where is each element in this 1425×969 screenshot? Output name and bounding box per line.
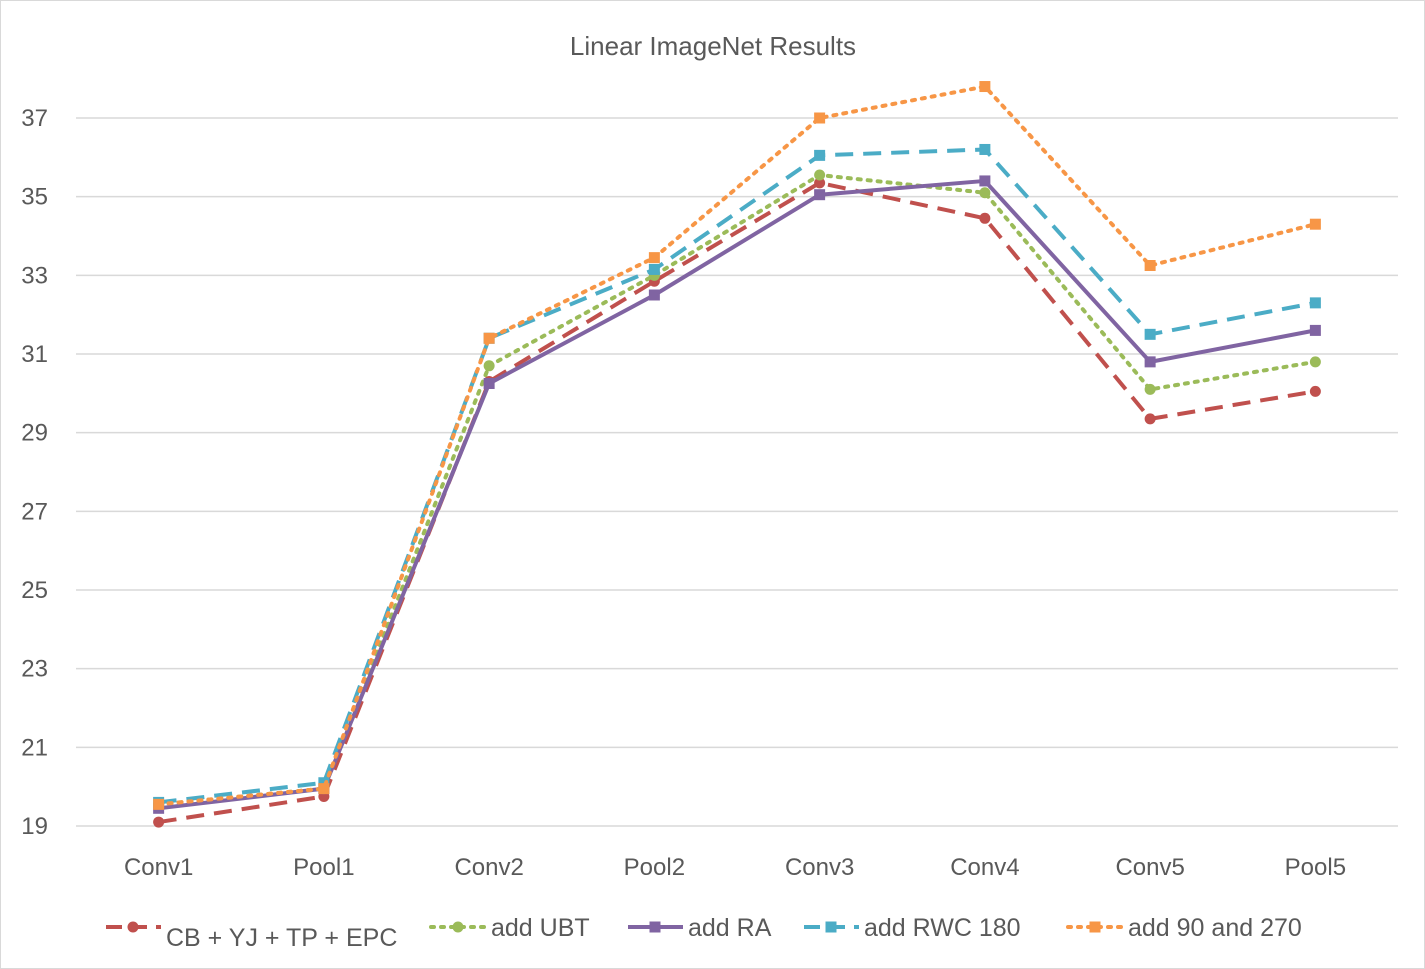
data-point [1144, 356, 1156, 368]
data-point [1144, 328, 1156, 340]
y-tick-label: 19 [21, 813, 48, 840]
chart-title: Linear ImageNet Results [570, 31, 856, 61]
data-point [979, 81, 991, 93]
legend-item: add UBT [429, 914, 590, 942]
data-point [814, 177, 826, 189]
data-point [814, 149, 826, 161]
series-line [156, 84, 1318, 807]
gridlines [76, 117, 1398, 827]
data-point [483, 332, 495, 344]
data-point [483, 360, 495, 372]
legend-item: add 90 and 270 [1066, 914, 1302, 942]
data-point [318, 777, 330, 789]
series-line [156, 173, 1318, 807]
data-point [979, 212, 991, 224]
series-5 [153, 81, 1321, 810]
legend-label: add UBT [491, 914, 590, 942]
legend: CB + YJ + TP + EPC add UBT add RA add RWC 1… [106, 914, 1302, 952]
data-point [648, 263, 660, 275]
data-point [483, 378, 495, 389]
series-lines [153, 81, 1321, 828]
data-point [979, 175, 991, 187]
legend-marker [1089, 921, 1101, 933]
legend-label: add 90 and 270 [1128, 914, 1302, 942]
data-point [814, 112, 826, 124]
y-tick-label: 27 [21, 498, 48, 525]
y-tick-label: 21 [21, 734, 48, 761]
y-tick-label: 33 [21, 262, 48, 289]
y-axis-ticks: 19 21 23 25 27 29 31 33 35 37 [21, 105, 48, 840]
legend-marker [452, 921, 464, 933]
data-point [814, 169, 826, 181]
x-tick-label: Pool1 [293, 854, 354, 881]
x-tick-label: Conv3 [785, 854, 854, 881]
x-tick-label: Pool2 [624, 854, 685, 881]
data-point [153, 798, 165, 810]
data-point [1144, 383, 1156, 395]
legend-label: add RA [688, 914, 772, 942]
data-point [1309, 356, 1321, 368]
data-point [1144, 413, 1156, 425]
legend-item: add RA [628, 914, 772, 942]
y-tick-label: 37 [21, 105, 48, 132]
data-point [814, 189, 826, 201]
series-line [158, 178, 1316, 811]
series-3 [153, 175, 1321, 814]
data-point [1309, 297, 1321, 309]
x-tick-label: Conv2 [454, 854, 523, 881]
y-tick-label: 35 [21, 184, 48, 211]
x-tick-label: Pool5 [1285, 854, 1346, 881]
legend-item: add RWC 180 [804, 914, 1021, 942]
legend-label: add RWC 180 [864, 914, 1021, 942]
x-tick-label: Conv1 [124, 854, 193, 881]
x-axis-ticks: Conv1 Pool1 Conv2 Pool2 Conv3 Conv4 Conv5 Pool5 [124, 854, 1346, 881]
y-tick-label: 25 [21, 577, 48, 604]
x-tick-label: Conv5 [1115, 854, 1184, 881]
y-tick-label: 29 [21, 420, 48, 447]
series-line [158, 147, 1316, 805]
y-tick-label: 31 [21, 341, 48, 368]
legend-marker [825, 921, 837, 933]
legend-marker [127, 921, 139, 933]
legend-item: CB + YJ + TP + EPC [106, 921, 397, 952]
data-point [648, 252, 660, 264]
data-point [1144, 260, 1156, 271]
data-point [318, 783, 330, 795]
x-tick-label: Conv4 [950, 854, 1019, 881]
data-point [648, 289, 660, 301]
data-point [979, 187, 991, 199]
data-point [1309, 324, 1321, 336]
data-point [153, 816, 165, 828]
legend-marker [649, 921, 661, 933]
data-point [1309, 385, 1321, 397]
data-point [979, 143, 991, 155]
data-point [1309, 218, 1321, 230]
y-tick-label: 23 [21, 656, 48, 683]
legend-label: CB + YJ + TP + EPC [166, 924, 397, 952]
series-line [158, 180, 1316, 825]
